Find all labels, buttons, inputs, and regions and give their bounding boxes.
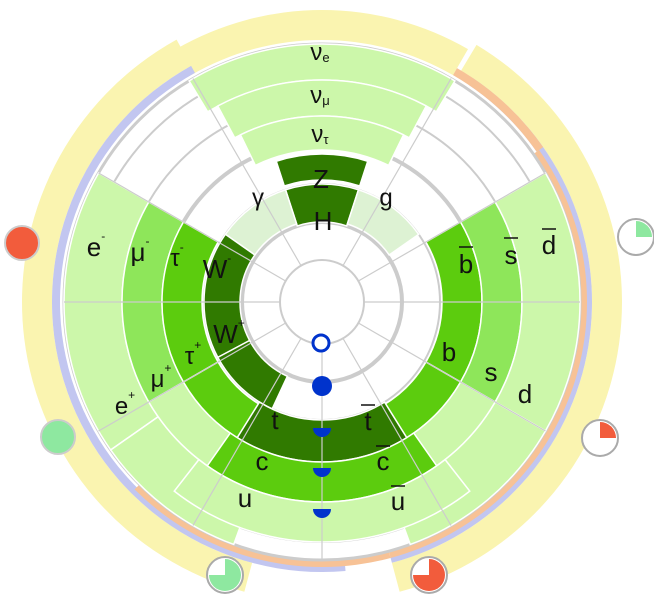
spoke-2 <box>358 172 546 282</box>
outer-bands <box>21 9 622 592</box>
label-nu-tau: ντ <box>311 121 329 148</box>
indicator-mint-full[interactable] <box>40 419 76 455</box>
label-u-bar: u <box>391 486 405 516</box>
label-nu-mu: νμ <box>310 82 330 109</box>
yellow-band-top <box>176 9 468 76</box>
spoke-8 <box>98 322 286 432</box>
cell-5 <box>224 188 298 257</box>
spoke-0 <box>192 78 302 266</box>
indicator-fill <box>209 559 241 591</box>
cell-2 <box>239 115 405 167</box>
label-d: d <box>518 379 532 409</box>
ring-0 <box>279 259 365 345</box>
label-muon: μ- <box>131 234 150 267</box>
yellow-band-right <box>391 44 622 592</box>
particle-labels: νe νμ ντ Z H γ g W- W+ e- μ- τ- e+ μ+ τ+… <box>87 39 556 516</box>
spoke-1 <box>342 78 452 266</box>
peach-band-bottom <box>134 483 391 567</box>
label-u: u <box>238 483 252 513</box>
spokes <box>64 78 580 560</box>
cell-6 <box>346 188 420 257</box>
hollow-dot-marker <box>311 333 331 353</box>
label-t-bar: t <box>364 406 372 436</box>
label-b-bar: b <box>459 249 473 279</box>
label-tau: τ- <box>170 240 183 272</box>
half-dot-marker-c <box>313 468 331 477</box>
outer-indicators <box>4 218 654 594</box>
label-gluon: g <box>379 184 392 211</box>
spoke-4 <box>358 322 546 432</box>
indicator-red-full[interactable] <box>4 225 40 261</box>
label-s: s <box>485 357 498 387</box>
cell-7 <box>203 233 256 359</box>
antiparticle-overbars <box>361 228 556 487</box>
indicator-mint-partial-bottom-left[interactable] <box>206 556 244 594</box>
label-t: t <box>271 405 279 435</box>
label-s-bar: s <box>505 240 518 270</box>
label-c: c <box>256 446 269 476</box>
label-b: b <box>442 337 456 367</box>
label-z-boson: Z <box>313 164 329 194</box>
spoke-7 <box>192 338 302 526</box>
indicator-red-partial-right[interactable] <box>581 419 619 457</box>
peach-band-top <box>453 68 544 152</box>
indicator-mint-partial-top-right[interactable] <box>617 218 654 256</box>
label-nu-e: νe <box>310 39 329 66</box>
spoke-10 <box>98 172 286 282</box>
indicator-fill <box>636 221 652 237</box>
label-w-plus: W+ <box>213 316 245 349</box>
center-markers <box>311 333 332 518</box>
indicator-red-partial-bottom-right[interactable] <box>410 556 448 594</box>
filled-dot-marker <box>312 376 332 396</box>
label-antimuon: μ+ <box>151 361 172 393</box>
label-c-bar: c <box>377 446 390 476</box>
label-antitau: τ+ <box>185 338 202 370</box>
cell-3 <box>275 153 369 187</box>
label-w-minus: W- <box>203 251 232 284</box>
spoke-5 <box>342 338 452 526</box>
peach-band-right <box>388 150 587 558</box>
label-positron: e+ <box>115 388 135 420</box>
indicator-fill <box>413 559 445 591</box>
cell-23 <box>173 458 471 543</box>
label-higgs: H <box>314 206 333 236</box>
label-photon: γ <box>252 184 264 211</box>
yellow-band-left <box>21 39 253 592</box>
label-electron: e- <box>87 229 105 262</box>
indicator-fill <box>600 422 616 438</box>
half-dot-marker-u <box>313 509 331 518</box>
label-d-bar: d <box>542 230 556 260</box>
half-dot-marker-t <box>313 428 331 437</box>
